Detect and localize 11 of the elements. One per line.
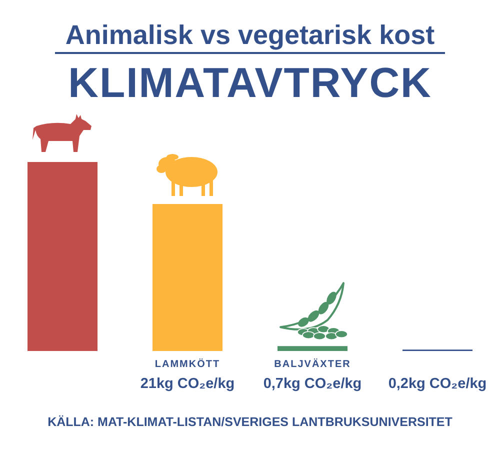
data-label: 21kg CO₂e/kg <box>140 376 235 392</box>
data-label: 0,7kg CO₂e/kg <box>263 376 362 392</box>
bar <box>28 162 98 351</box>
data-label: 0,2kg CO₂e/kg <box>388 376 487 392</box>
x-tick-label: LAMMKÖTT <box>154 358 220 370</box>
bar <box>152 204 222 351</box>
bar <box>278 346 348 351</box>
chart-title: KLIMATAVTRYCK <box>68 59 432 106</box>
x-tick-label: BALJVÄXTER <box>274 358 351 370</box>
chart-subtitle: Animalisk vs vegetarisk kost <box>65 20 435 50</box>
text: KÄLLA: MAT-KLIMAT-LISTAN/SVERIGES LANTBRUKSUNIVERSITET <box>48 415 453 429</box>
